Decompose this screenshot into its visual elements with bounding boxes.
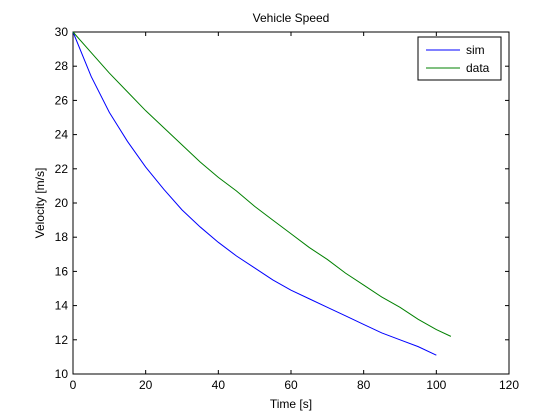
legend: sim data [417, 36, 502, 81]
x-tick-label: 100 [426, 378, 446, 392]
y-tick-label: 14 [55, 299, 69, 313]
plot-area [72, 31, 510, 375]
y-tick-label: 20 [55, 196, 69, 210]
y-tick-label: 28 [55, 59, 69, 73]
axis-ticks: 0 20 40 60 80 100 120 10 12 14 16 18 20 22 24 26 28 30 [55, 25, 520, 392]
y-tick-label: 26 [55, 93, 69, 107]
x-tick-label: 0 [70, 378, 77, 392]
y-tick-label: 16 [55, 264, 69, 278]
legend-label-sim: sim [466, 43, 485, 57]
x-tick-label: 120 [499, 378, 519, 392]
y-tick-label: 24 [55, 128, 69, 142]
x-tick-label: 60 [284, 378, 298, 392]
y-tick-label: 12 [55, 333, 69, 347]
series-group [72, 31, 452, 356]
x-tick-label: 20 [139, 378, 153, 392]
y-tick-label: 10 [55, 367, 69, 381]
y-tick-label: 18 [55, 230, 69, 244]
chart-title: Vehicle Speed [253, 11, 330, 25]
series-line-data [72, 31, 452, 337]
x-tick-label: 80 [357, 378, 371, 392]
y-axis-label: Velocity [m/s] [33, 168, 47, 239]
series-line-sim [72, 31, 437, 356]
y-tick-label: 22 [55, 162, 69, 176]
y-tick-label: 30 [55, 25, 69, 39]
legend-box [417, 36, 502, 81]
legend-label-data: data [466, 61, 490, 75]
x-tick-label: 40 [212, 378, 226, 392]
x-axis-label: Time [s] [270, 397, 312, 411]
